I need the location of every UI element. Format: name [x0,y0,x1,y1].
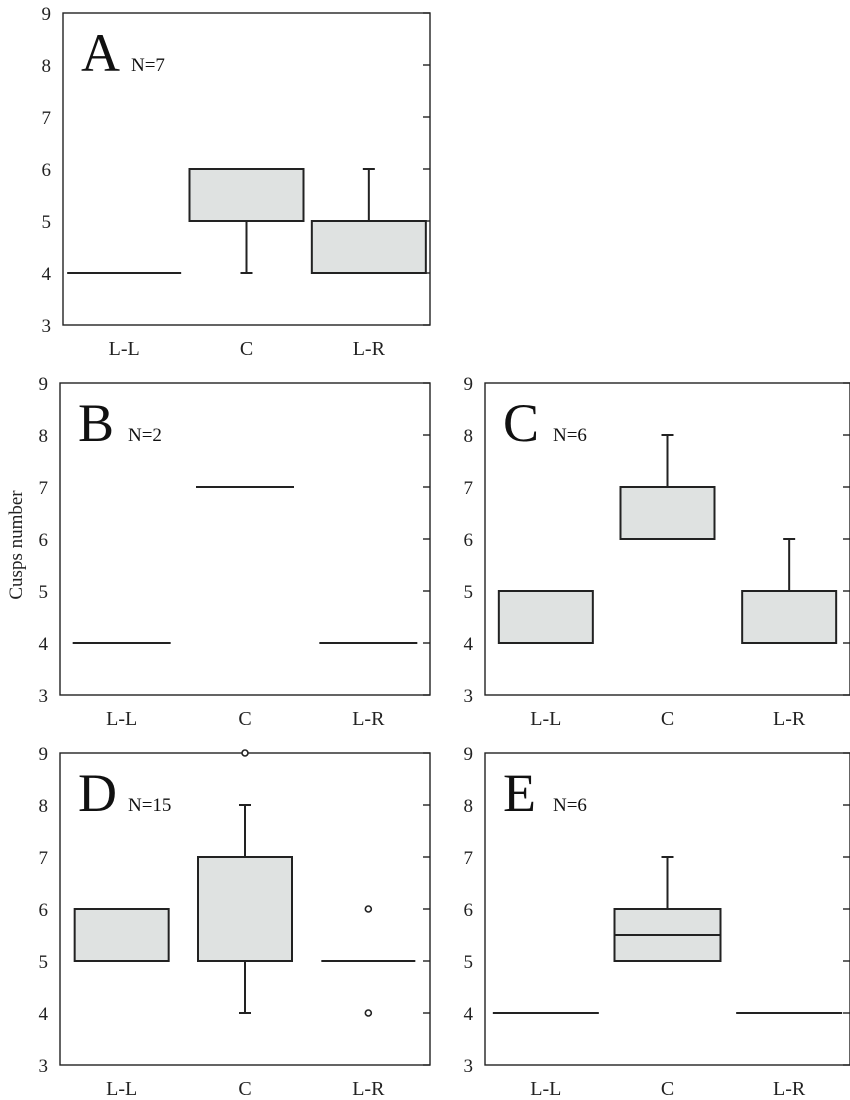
sample-size-label: N=2 [128,425,162,446]
y-tick-label: 4 [42,264,52,285]
x-category-label: L-L [530,708,561,730]
x-category-label: L-L [530,1078,561,1100]
x-category-label: L-L [109,338,140,360]
y-tick-label: 6 [464,900,474,921]
y-tick-label: 5 [42,212,52,233]
y-tick-label: 6 [39,530,49,551]
sample-size-label: N=7 [131,55,165,76]
y-tick-label: 6 [42,160,52,181]
x-category-label: L-L [106,708,137,730]
panel-a: 3 4 5 6 7 8 9 L-L C L-R A N=7 [42,4,431,360]
iqr-box [73,908,170,962]
y-tick-label: 9 [42,4,52,25]
y-axis-label: Cusps number [6,490,27,600]
box-c [188,168,305,274]
panel-e: 3 4 5 6 7 8 9 L-L C L-R E N=6 [464,744,850,1100]
box-l-r [741,538,838,644]
x-category-label: L-R [352,1078,385,1100]
plot-frame [484,752,850,1066]
y-tick-label: 8 [464,796,474,817]
plot-frame [484,382,850,696]
box-l-l [73,908,170,962]
y-tick-label: 3 [464,1056,474,1077]
box-c [619,434,716,540]
sample-size-label: N=6 [553,425,587,446]
y-tick-label: 8 [464,426,474,447]
y-tick-label: 6 [39,900,49,921]
panel-d: 3 4 5 6 7 8 9 L-L C L-R D N=15 [39,744,431,1100]
panel-letter: C [503,393,539,453]
box-l-r [310,168,427,274]
y-tick-label: 4 [39,1004,49,1025]
outlier-point [364,905,373,913]
iqr-box [619,486,716,540]
panel-c: 3 4 5 6 7 8 9 L-L C L-R C N=6 [464,374,850,730]
x-category-label: C [661,1078,674,1100]
y-tick-label: 8 [39,796,49,817]
y-tick-label: 9 [39,374,49,395]
box-c [197,749,293,1014]
y-tick-label: 5 [39,952,49,973]
iqr-box [741,590,838,644]
x-category-label: C [238,1078,251,1100]
sample-size-label: N=6 [553,795,587,816]
iqr-box [497,590,594,644]
outlier-point [241,749,249,757]
y-tick-label: 3 [42,316,52,337]
box-l-r [321,905,416,1017]
box-l-l [497,590,594,644]
x-category-label: C [661,708,674,730]
x-category-label: L-R [773,1078,806,1100]
panel-letter: B [78,393,114,453]
y-tick-label: 9 [464,374,474,395]
y-tick-label: 7 [42,108,52,129]
iqr-box [197,856,293,962]
y-tick-label: 9 [39,744,49,765]
y-tick-label: 7 [464,478,474,499]
y-tick-label: 4 [464,634,474,655]
plot-frame [59,382,431,696]
x-category-label: L-R [352,708,385,730]
y-tick-label: 7 [464,848,474,869]
x-category-label: L-R [353,338,386,360]
y-tick-label: 5 [464,952,474,973]
y-tick-label: 4 [39,634,49,655]
x-category-label: C [240,338,253,360]
panel-letter: A [81,23,120,83]
y-tick-label: 5 [464,582,474,603]
y-tick-label: 4 [464,1004,474,1025]
x-category-label: L-R [773,708,806,730]
y-tick-label: 9 [464,744,474,765]
y-tick-label: 6 [464,530,474,551]
y-tick-label: 7 [39,848,49,869]
x-category-label: C [238,708,251,730]
y-tick-label: 3 [464,686,474,707]
box-c [613,856,722,962]
y-tick-label: 8 [42,56,52,77]
iqr-box [188,168,305,222]
x-category-label: L-L [106,1078,137,1100]
panel-b: 3 4 5 6 7 8 9 L-L C L-R B N=2 [39,374,431,730]
outlier-point [364,1009,373,1017]
panels-group: 3 4 5 6 7 8 9 L-L C L-R A N=7 3 4 5 6 7 8 9 L-L C L-R B N=2 3 4 5 6… [39,4,850,1100]
y-tick-label: 7 [39,478,49,499]
y-tick-label: 8 [39,426,49,447]
y-tick-label: 5 [39,582,49,603]
y-tick-label: 3 [39,1056,49,1077]
panel-letter: D [78,763,117,823]
panel-letter: E [503,763,536,823]
sample-size-label: N=15 [128,795,171,816]
iqr-box [310,220,427,274]
y-tick-label: 3 [39,686,49,707]
